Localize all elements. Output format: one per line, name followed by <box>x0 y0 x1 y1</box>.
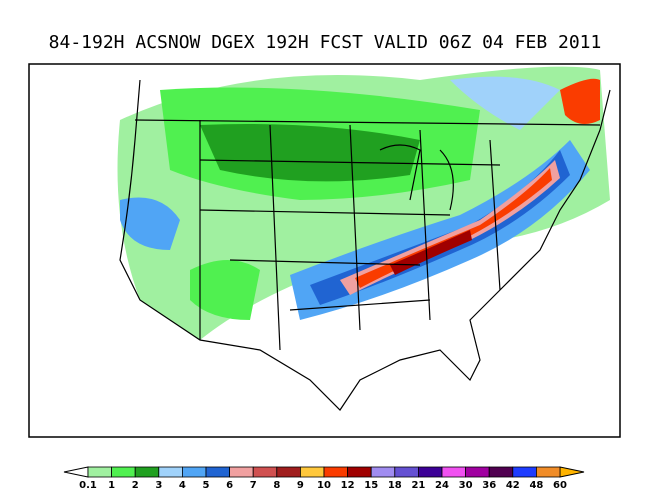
boundaries <box>119 79 611 411</box>
colorbar-box <box>512 466 537 478</box>
colorbar-label: 10 <box>317 480 331 491</box>
colorbar-box <box>488 466 514 478</box>
colorbar-box <box>536 466 561 478</box>
colorbar-box <box>205 466 231 478</box>
colorbar-label: 7 <box>250 480 257 491</box>
colorbar-box <box>229 466 254 478</box>
colorbar: 0.1 1 2 3 4 5 6 7 8 9 10 12 15 18 21 24 30 36 42 48 60 <box>63 466 585 491</box>
colorbar-label: 5 <box>203 480 210 491</box>
colorbar-box <box>465 466 490 478</box>
colorbar-label: 6 <box>226 480 233 491</box>
colorbar-label: 2 <box>132 480 139 491</box>
colorbar-label: 3 <box>155 480 162 491</box>
colorbar-box <box>370 466 396 478</box>
colorbar-label: 9 <box>297 480 304 491</box>
colorbar-label: 4 <box>179 480 186 491</box>
colorbar-label: 30 <box>459 480 473 491</box>
colorbar-label: 21 <box>411 480 425 491</box>
colorbar-label: 15 <box>364 480 378 491</box>
title: 84-192H ACSNOW DGEX 192H FCST VALID 06Z … <box>49 32 602 53</box>
colorbar-box <box>111 466 136 478</box>
colorbar-box <box>347 466 372 478</box>
colorbar-label: 1 <box>108 480 115 491</box>
colorbar-label: 18 <box>388 480 402 491</box>
colorbar-label: 8 <box>273 480 280 491</box>
colorbar-label: 12 <box>341 480 355 491</box>
colorbar-box <box>323 466 349 478</box>
snow-field <box>117 66 610 341</box>
colorbar-box <box>276 466 301 478</box>
colorbar-label: 48 <box>529 480 543 491</box>
map <box>28 63 621 438</box>
colorbar-label: 60 <box>553 480 567 491</box>
colorbar-label: 0.1 <box>79 480 97 491</box>
colorbar-over <box>559 466 585 478</box>
colorbar-box <box>441 466 467 478</box>
colorbar-box <box>394 466 419 478</box>
colorbar-box <box>87 466 113 478</box>
colorbar-box <box>134 466 160 478</box>
colorbar-box <box>158 466 183 478</box>
colorbar-box <box>299 466 325 478</box>
colorbar-box <box>417 466 443 478</box>
colorbar-box <box>252 466 278 478</box>
colorbar-label: 24 <box>435 480 449 491</box>
colorbar-under <box>63 466 89 478</box>
colorbar-box <box>181 466 207 478</box>
colorbar-label: 42 <box>506 480 520 491</box>
colorbar-label: 36 <box>482 480 496 491</box>
